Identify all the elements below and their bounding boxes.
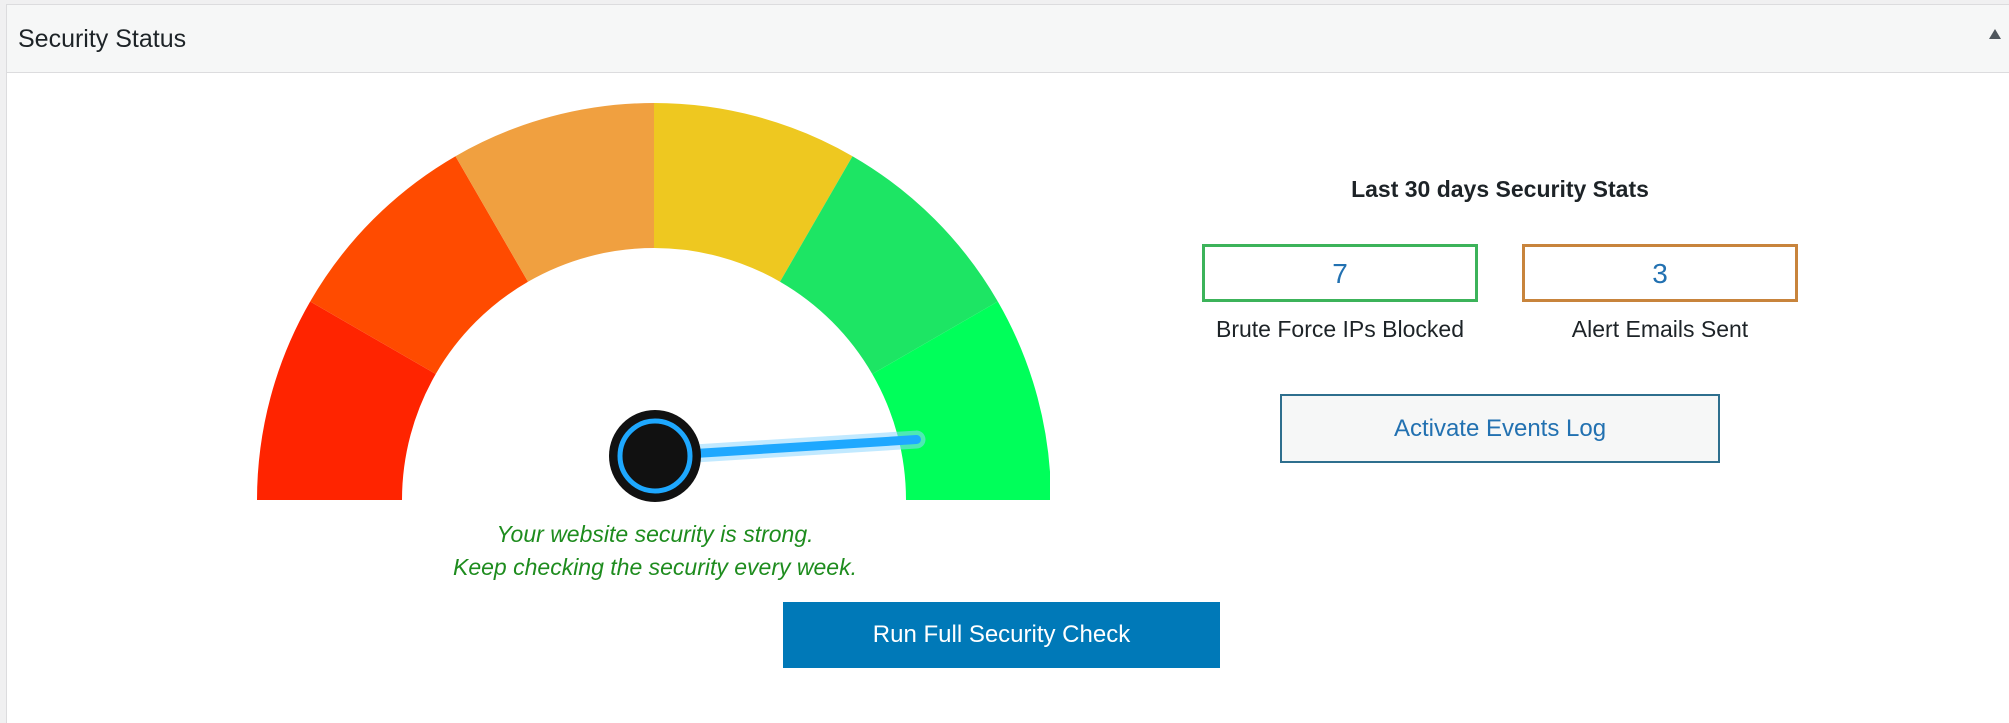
gauge-segments [257, 103, 1050, 500]
activate-events-log-button[interactable]: Activate Events Log [1280, 394, 1720, 463]
needle-hub [609, 410, 701, 502]
gauge-needle [609, 410, 926, 502]
run-full-security-check-button[interactable]: Run Full Security Check [783, 602, 1220, 668]
gauge-svg [257, 103, 1050, 502]
triangle-up-icon[interactable] [1989, 29, 2001, 39]
gauge-segment-2 [310, 156, 528, 374]
security-gauge [250, 100, 1050, 510]
security-message: Your website security is strong. Keep ch… [360, 518, 950, 584]
panel-header[interactable]: Security Status [7, 5, 2009, 73]
panel-title: Security Status [18, 25, 187, 53]
alert-emails-count-box: 3 [1522, 244, 1798, 302]
security-message-line1: Your website security is strong. [496, 521, 814, 547]
security-message-line2: Keep checking the security every week. [453, 554, 857, 580]
gauge-segment-3 [455, 103, 654, 282]
brute-force-label: Brute Force IPs Blocked [1216, 316, 1464, 342]
gauge-segment-5 [780, 156, 998, 374]
gauge-segment-4 [654, 103, 853, 282]
gauge-segment-6 [872, 301, 1050, 500]
needle-hub-ring [617, 418, 693, 494]
brute-force-count-box: 7 [1202, 244, 1478, 302]
gauge-segment-1 [257, 301, 436, 500]
alert-emails-label: Alert Emails Sent [1571, 316, 1749, 342]
stats-title: Last 30 days Security Stats [1351, 176, 1649, 202]
